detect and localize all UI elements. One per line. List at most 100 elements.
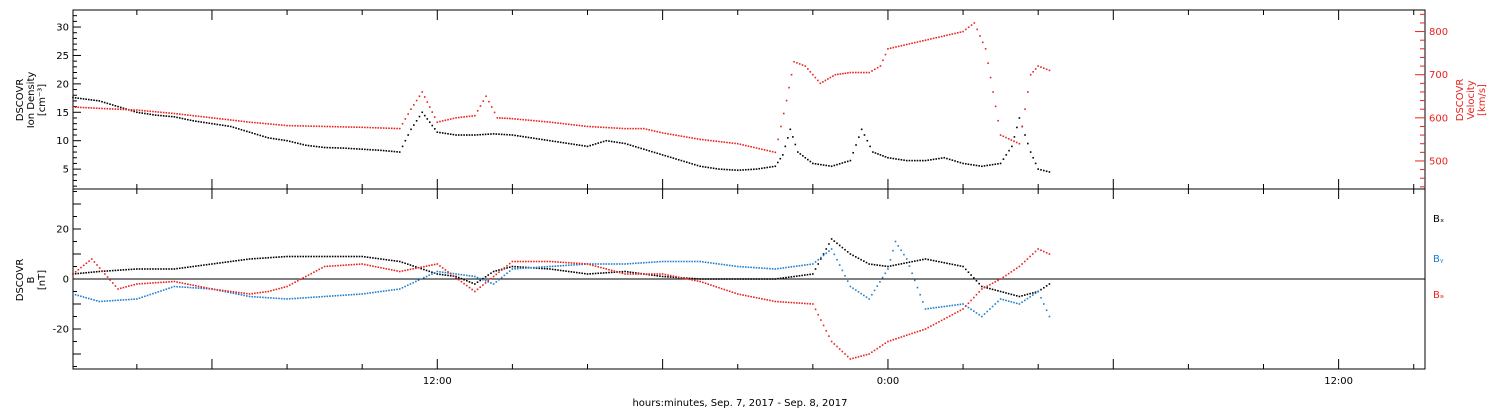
bz-point [675,275,677,278]
density-point [930,158,932,161]
top-right-axis-label: DSCOVR Velocity [km/s] [1455,79,1488,122]
bz-point [425,265,428,267]
by-point [557,265,559,267]
by-point [916,286,919,289]
velocity-point [1013,140,1015,143]
density-point [74,97,77,99]
density-point [874,152,877,154]
bx-point [830,238,833,240]
density-point [1005,154,1008,156]
by-point [484,279,487,282]
velocity-point [669,133,672,136]
by-point [1010,301,1013,303]
bz-point [632,273,634,275]
by-point [160,290,162,292]
by-point [578,263,581,266]
density-point [111,104,114,106]
velocity-point [211,117,213,119]
density-point [286,139,288,142]
bx-point [235,259,237,262]
bx-point [763,278,766,280]
bz-point [981,288,983,290]
by-point [256,296,259,298]
velocity-point [956,31,959,34]
density-point [530,137,532,139]
velocity-point [900,44,903,47]
velocity-point [685,136,688,138]
velocity-point [879,65,882,67]
bz-point [149,282,152,284]
density-point [758,167,760,170]
bx-point [962,265,964,268]
bz-point [146,282,149,285]
bz-point [747,295,750,297]
by-point [814,261,817,263]
velocity-point [911,42,913,45]
by-point [1037,290,1039,293]
bx-point [956,264,959,267]
by-point [645,261,648,264]
bz-point [369,264,372,267]
by-point [989,308,991,310]
density-point [616,141,618,144]
velocity-label-line-2: Velocity [1466,80,1477,119]
density-point [736,169,739,172]
bz-point [750,295,752,298]
by-point [562,264,565,267]
bz-point [922,329,924,331]
bx-point [986,287,989,289]
bz-point [975,293,978,296]
velocity-point [973,22,976,24]
density-point [436,131,439,133]
density-point [288,140,291,143]
velocity-point [415,99,418,102]
by-point [492,283,495,285]
density-point [369,148,372,151]
bz-point [187,283,189,285]
by-point [283,298,286,300]
by-point [141,296,144,299]
density-point [361,148,363,151]
density-point [812,162,814,165]
velocity-point [994,105,997,108]
bz-point [634,273,637,275]
bx-point [347,255,350,258]
bz-point [795,302,798,304]
by-point [412,281,414,284]
bx-point [133,268,135,270]
bz-point [310,272,313,275]
velocity-point [519,118,522,121]
bz-point [731,291,734,294]
bx-point [608,271,610,274]
bz-point [72,273,74,275]
by-point [85,296,87,299]
velocity-point [535,120,538,122]
density-point [146,113,149,115]
by-point [296,297,299,300]
bx-point [543,267,546,270]
by-point [227,291,229,294]
by-point [978,313,980,316]
bz-point [197,285,200,288]
by-point [1018,303,1021,305]
velocity-point [766,149,769,152]
velocity-point [847,72,849,74]
velocity-point [138,109,141,112]
by-point [704,261,707,264]
velocity-point [200,115,203,118]
by-point [146,294,149,297]
velocity-point [827,78,829,80]
density-point [413,124,415,126]
bx-point [154,268,157,270]
by-point [903,253,905,256]
density-point [162,115,165,117]
bz-point [96,264,98,266]
velocity-point [804,65,807,67]
by-point [790,266,793,268]
bz-point [803,302,806,305]
by-point [640,262,642,264]
density-point [192,120,194,122]
by-point [924,308,927,310]
bz-point [704,282,707,285]
velocity-point [286,124,288,127]
